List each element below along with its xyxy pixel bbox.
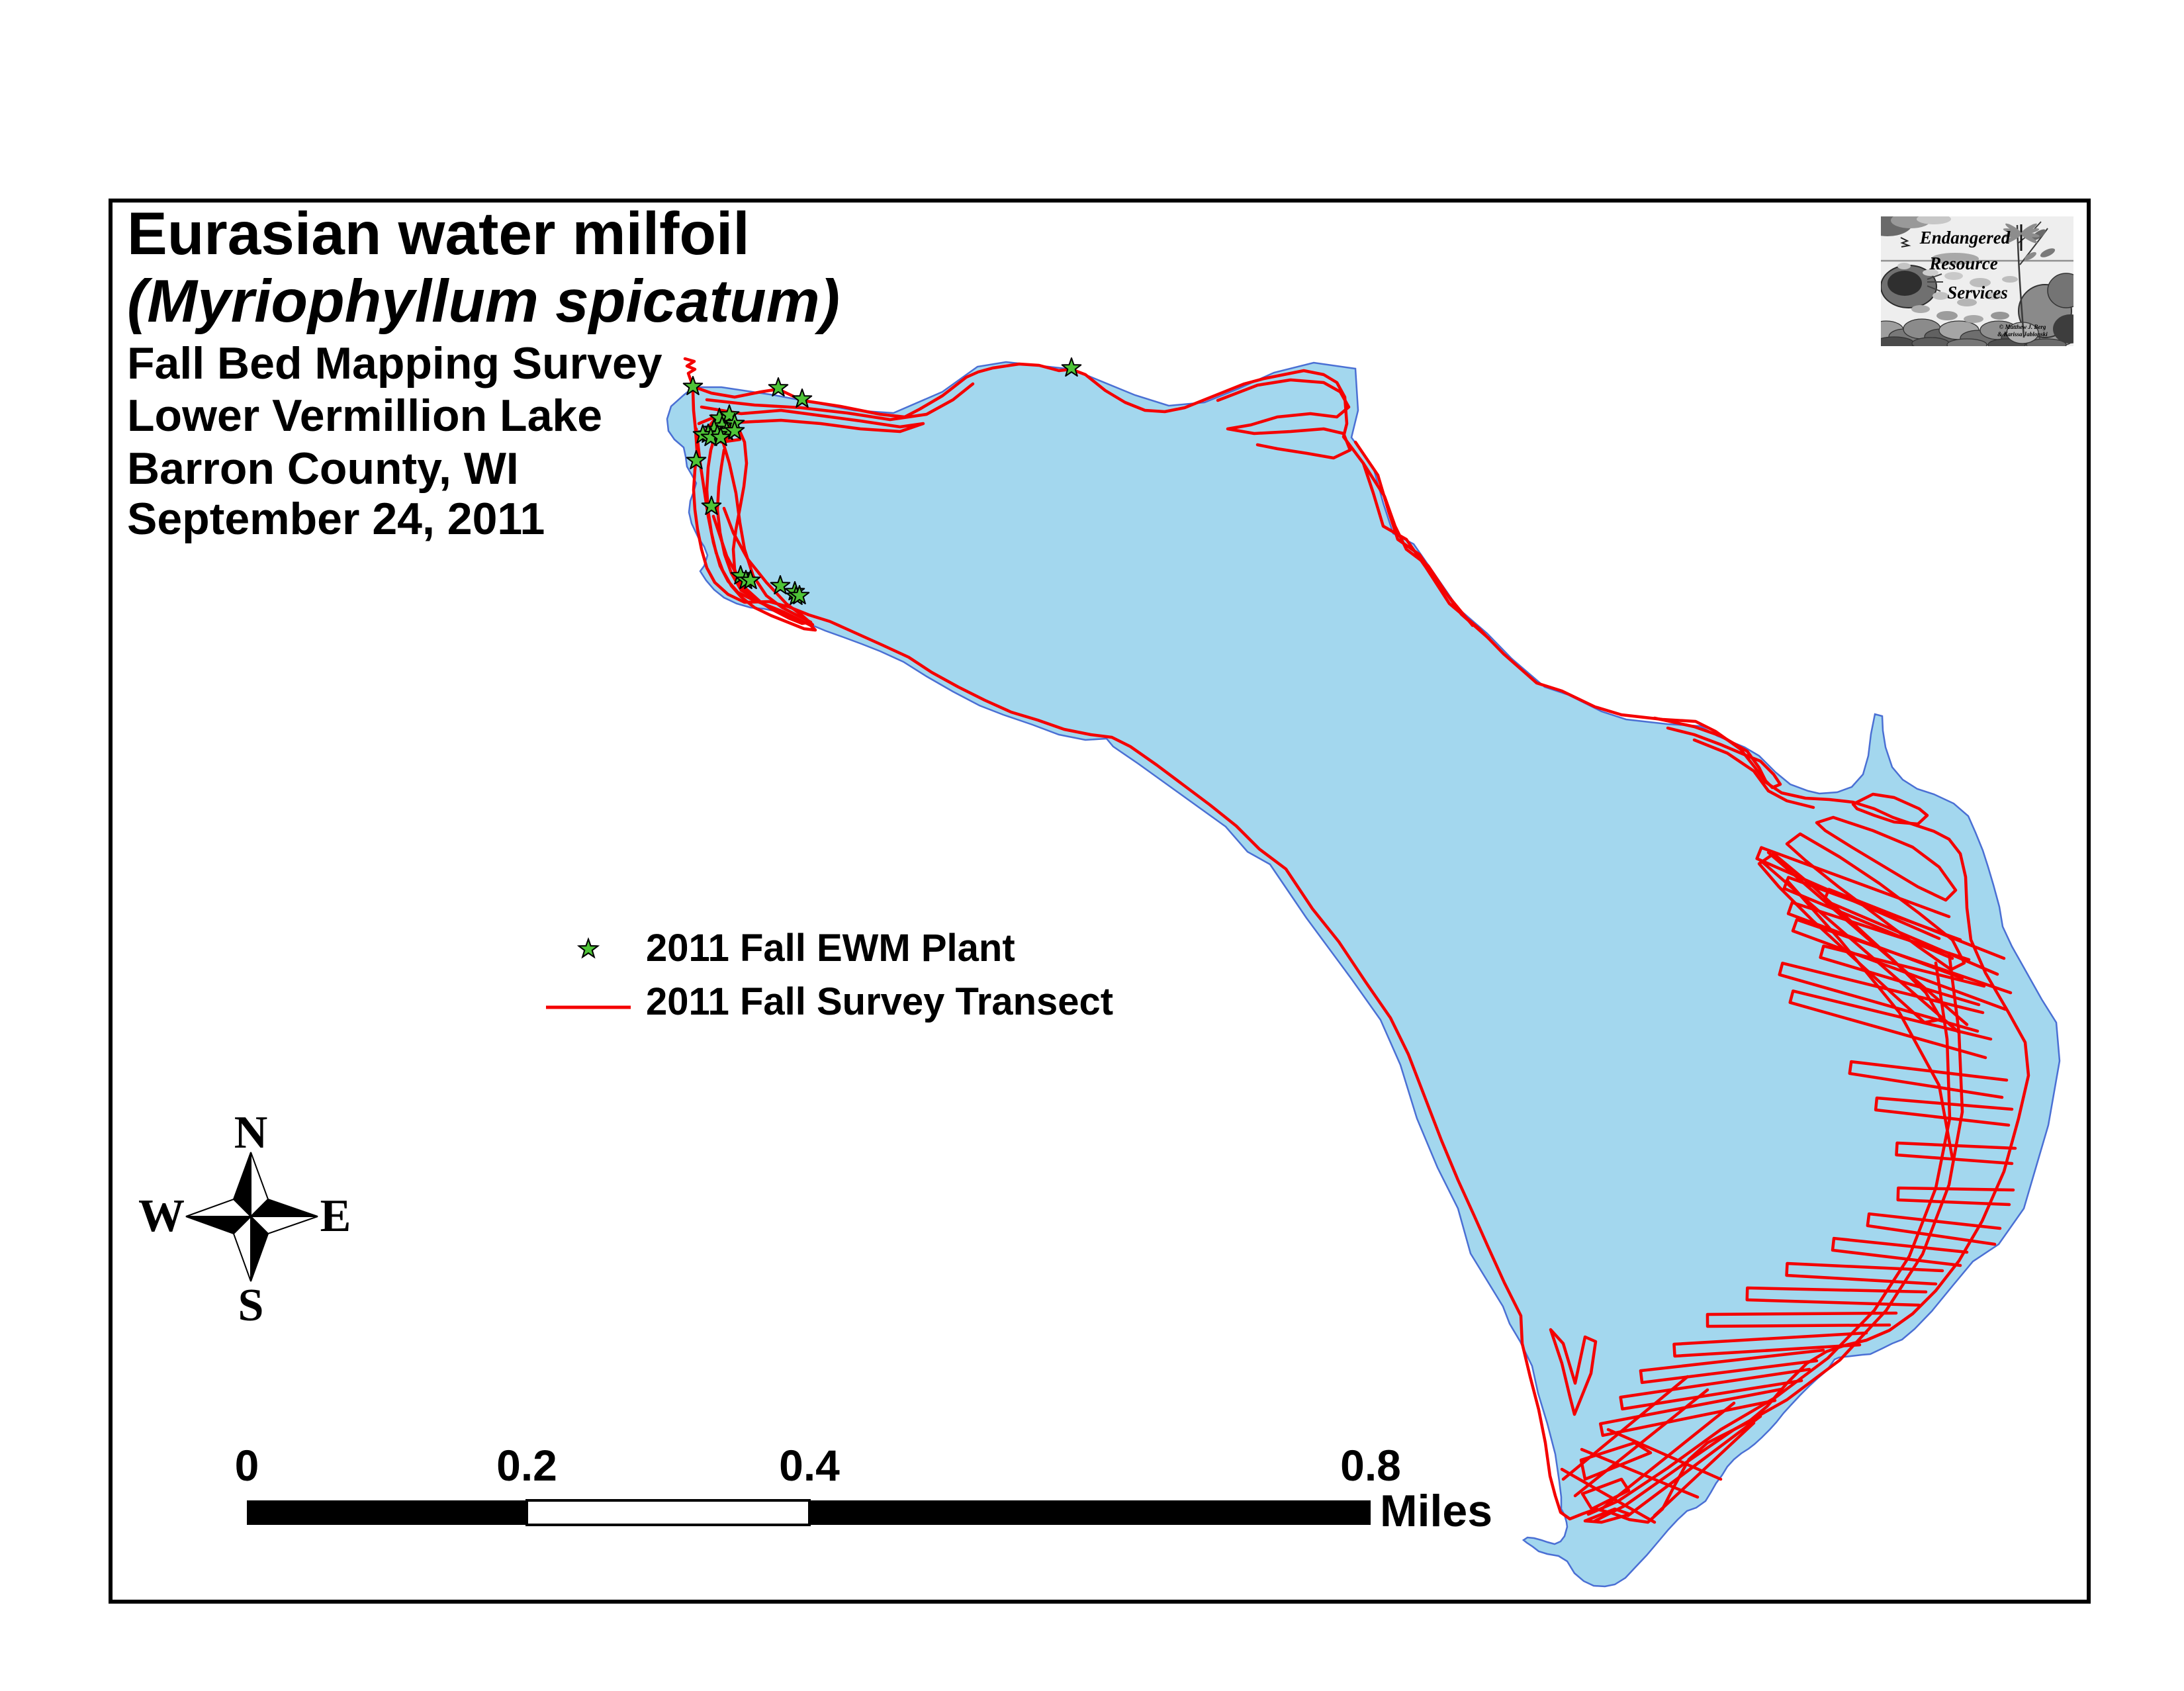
svg-text:0: 0 (235, 1441, 259, 1490)
svg-text:Fall Bed Mapping Survey: Fall Bed Mapping Survey (127, 338, 662, 388)
svg-text:E: E (320, 1191, 351, 1242)
svg-text:September 24, 2011: September 24, 2011 (127, 494, 545, 544)
svg-text:Lower Vermillion Lake: Lower Vermillion Lake (127, 390, 602, 441)
svg-text:Endangered: Endangered (1919, 228, 2011, 248)
svg-text:Eurasian water milfoil: Eurasian water milfoil (127, 201, 750, 267)
svg-text:(Myriophyllum spicatum): (Myriophyllum spicatum) (127, 268, 840, 335)
svg-text:N: N (234, 1107, 268, 1158)
svg-text:2011 Fall EWM Plant: 2011 Fall EWM Plant (646, 927, 1015, 970)
svg-text:W: W (138, 1191, 185, 1242)
svg-text:0.8: 0.8 (1340, 1441, 1401, 1490)
svg-text:© Matthew J. Berg: © Matthew J. Berg (1999, 324, 2046, 330)
svg-text:S: S (238, 1280, 264, 1331)
svg-text:Miles: Miles (1380, 1486, 1492, 1536)
svg-text:Services: Services (1947, 283, 2007, 302)
svg-text:Resource: Resource (1929, 253, 1998, 273)
svg-text:2011 Fall Survey Transect: 2011 Fall Survey Transect (646, 980, 1113, 1023)
svg-text:0.2: 0.2 (496, 1441, 557, 1490)
svg-text:0.4: 0.4 (779, 1441, 840, 1490)
svg-text:& Karissa Jablonski: & Karissa Jablonski (1997, 331, 2048, 338)
svg-text:Barron County, WI: Barron County, WI (127, 443, 519, 494)
